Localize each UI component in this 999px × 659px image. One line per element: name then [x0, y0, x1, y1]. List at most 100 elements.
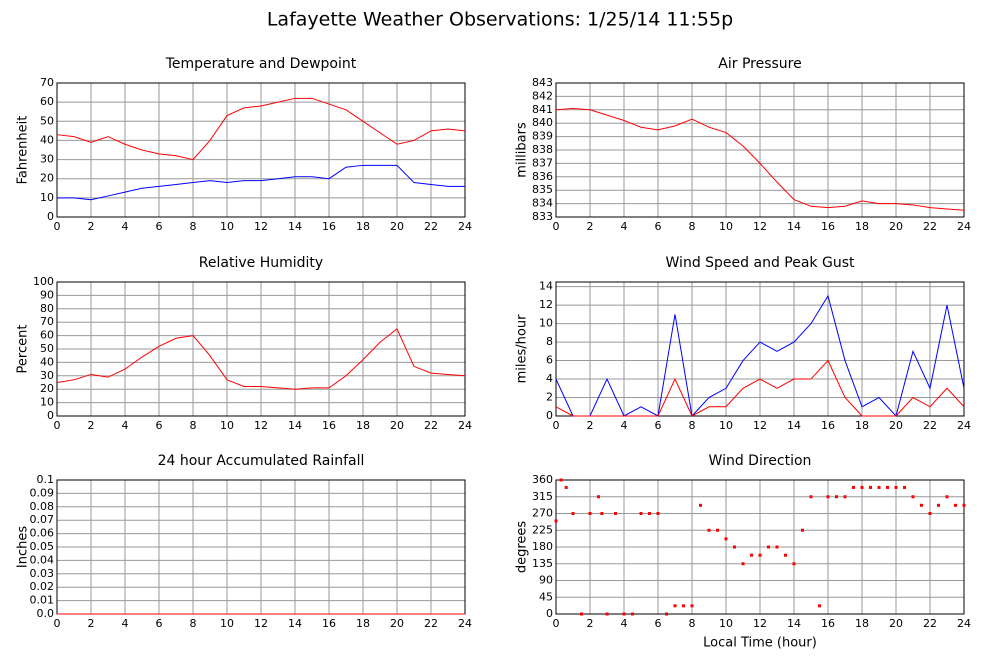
y-axis-label: miles/hour [515, 314, 530, 383]
plot-frame [555, 281, 965, 417]
chart-title: Temperature and Dewpoint [165, 56, 357, 72]
data-point [852, 485, 855, 489]
x-tick-label: 6 [156, 419, 163, 432]
data-point [639, 512, 643, 515]
y-tick-label: 40 [40, 133, 54, 146]
data-point [869, 485, 872, 489]
y-tick-label: 0 [47, 409, 54, 422]
data-point [648, 512, 651, 515]
x-tick-label: 20 [390, 617, 404, 630]
data-line [555, 359, 965, 417]
data-point [945, 495, 949, 499]
y-tick-label: 10 [40, 191, 54, 204]
y-tick-label: 50 [40, 114, 54, 127]
data-point [801, 528, 804, 532]
data-point [605, 612, 609, 616]
x-tick-label: 20 [889, 617, 903, 630]
x-tick-label: 20 [390, 220, 404, 233]
x-tick-label: 18 [356, 617, 370, 630]
data-point [911, 495, 915, 499]
x-tick-label: 20 [889, 419, 903, 432]
y-tick-label: 70 [40, 315, 54, 328]
data-point [920, 503, 923, 507]
y-tick-label: 0.02 [30, 580, 55, 593]
y-tick-label: 70 [40, 76, 54, 89]
x-tick-label: 2 [88, 220, 95, 233]
x-tick-label: 16 [322, 617, 336, 630]
x-tick-label: 0 [54, 220, 61, 233]
y-tick-label: 0.07 [30, 513, 55, 526]
data-point [614, 512, 617, 515]
x-tick-label: 14 [288, 220, 302, 233]
y-tick-label: 90 [40, 288, 54, 301]
x-tick-label: 0 [553, 220, 560, 233]
x-tick-label: 0 [54, 617, 61, 630]
data-point [741, 562, 745, 566]
y-tick-label: 6 [546, 354, 553, 367]
x-tick-label: 14 [288, 617, 302, 630]
x-tick-label: 18 [356, 419, 370, 432]
x-tick-label: 24 [957, 419, 971, 432]
data-point [758, 553, 762, 557]
y-tick-label: 0.04 [30, 553, 55, 566]
x-tick-label: 2 [88, 419, 95, 432]
data-point [571, 512, 575, 515]
x-tick-label: 16 [322, 220, 336, 233]
x-tick-label: 18 [855, 220, 869, 233]
y-tick-label: 50 [40, 342, 54, 355]
x-tick-label: 8 [190, 617, 197, 630]
y-tick-label: 4 [546, 372, 553, 385]
data-point [707, 528, 711, 532]
x-tick-label: 22 [923, 617, 937, 630]
data-point [835, 495, 838, 499]
x-tick-label: 12 [254, 617, 268, 630]
y-tick-label: 0.06 [30, 527, 55, 540]
x-tick-label: 4 [621, 220, 628, 233]
plot-frame [56, 281, 466, 417]
y-tick-label: 8 [546, 335, 553, 348]
y-tick-label: 840 [532, 116, 553, 129]
chart-title: Air Pressure [718, 56, 801, 72]
y-axis-label: Fahrenheit [16, 116, 31, 185]
y-tick-label: 80 [40, 302, 54, 315]
x-tick-label: 12 [254, 220, 268, 233]
x-tick-label: 6 [655, 617, 662, 630]
x-tick-label: 4 [122, 220, 129, 233]
x-tick-label: 10 [220, 419, 234, 432]
x-tick-label: 0 [553, 617, 560, 630]
data-point [656, 512, 660, 515]
y-tick-label: 0.09 [30, 486, 55, 499]
y-tick-label: 20 [40, 172, 54, 185]
data-point [588, 512, 592, 515]
x-tick-label: 4 [122, 617, 129, 630]
x-tick-label: 8 [190, 220, 197, 233]
y-tick-label: 0.08 [30, 500, 55, 513]
x-tick-label: 0 [54, 419, 61, 432]
data-point [903, 485, 906, 489]
x-tick-label: 24 [957, 617, 971, 630]
x-tick-label: 10 [719, 617, 733, 630]
y-axis-label: millibars [515, 122, 530, 178]
data-point [665, 612, 668, 616]
data-point [716, 528, 719, 532]
x-axis-label: Local Time (hour) [703, 636, 817, 651]
data-point [559, 478, 563, 482]
x-tick-label: 12 [753, 419, 767, 432]
x-tick-label: 22 [923, 220, 937, 233]
y-tick-label: 14 [539, 280, 553, 293]
data-line [56, 328, 466, 390]
y-tick-label: 839 [532, 130, 553, 143]
y-tick-label: 0.1 [37, 473, 55, 486]
y-tick-label: 843 [532, 76, 553, 89]
data-point [809, 495, 813, 499]
data-line [555, 107, 965, 211]
x-tick-label: 10 [719, 220, 733, 233]
data-point [818, 604, 821, 608]
x-tick-label: 22 [424, 220, 438, 233]
y-tick-label: 0.03 [30, 567, 55, 580]
plot-frame [555, 82, 965, 218]
data-point [564, 485, 568, 489]
x-tick-label: 20 [390, 419, 404, 432]
y-tick-label: 30 [40, 369, 54, 382]
